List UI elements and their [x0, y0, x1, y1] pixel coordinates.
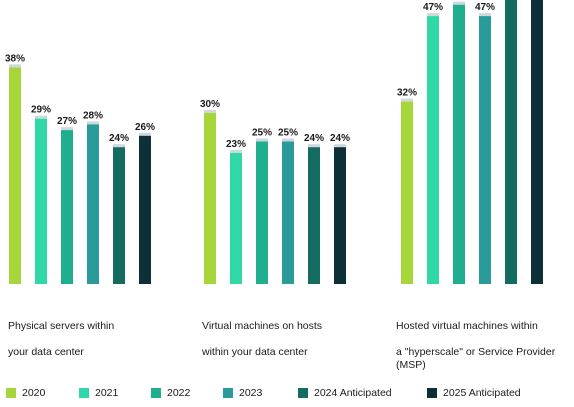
value-label: 24%: [304, 133, 324, 144]
legend-item-2025-anticipated: 2025 Anticipated: [427, 387, 521, 399]
legend-swatch: [6, 388, 16, 398]
legend-label: 2024 Anticipated: [314, 387, 392, 399]
legend-swatch: [298, 388, 308, 398]
category-label-line: Physical servers within: [8, 320, 115, 332]
legend-item-2020: 2020: [6, 387, 45, 399]
value-label: 25%: [252, 128, 272, 139]
bar-cap: [334, 144, 346, 148]
bar-cap: [256, 138, 268, 142]
bar-cap: [9, 64, 21, 68]
legend-label: 2023: [239, 387, 263, 399]
bar-cap: [87, 121, 99, 125]
legend-item-2022: 2022: [151, 387, 190, 399]
legend-swatch: [427, 388, 437, 398]
bar-cap: [61, 127, 73, 131]
bar-cap: [113, 144, 125, 148]
bar-cap: [479, 13, 491, 17]
bar-cap: [401, 98, 413, 102]
legend-item-2021: 2021: [79, 387, 118, 399]
bar: [479, 16, 491, 284]
value-label: 25%: [278, 128, 298, 139]
value-label: 49%: [449, 0, 469, 2]
value-label: 23%: [226, 139, 246, 150]
value-label: 32%: [397, 88, 417, 99]
bar-chart: 38% 30% 32% 29% 23% 47% 27% 25% 49% 28% 25% 47% 24% 2…: [5, 0, 543, 285]
bar-cap: [204, 110, 216, 113]
bar: [453, 4, 465, 284]
category-label-line: your data center: [8, 346, 84, 358]
category-label-physical-servers: Physical servers within your data center: [8, 307, 114, 372]
legend-swatch: [151, 388, 161, 398]
bar-cap: [35, 115, 47, 119]
category-label-line: within your data center: [202, 346, 308, 358]
bar-cap: [453, 1, 465, 5]
bar: [505, 0, 517, 284]
legend-label: 2021: [95, 387, 119, 399]
value-label: 29%: [31, 105, 51, 116]
legend-label: 2022: [167, 387, 191, 399]
value-label: 26%: [135, 122, 155, 133]
bar-cap: [427, 13, 439, 17]
value-label: 38%: [5, 53, 25, 64]
bar: [204, 113, 216, 284]
bar: [61, 130, 73, 284]
legend-label: 2025 Anticipated: [443, 387, 521, 399]
legend: 2020 2021 2022 2023 2024 Anticipated 202…: [6, 387, 574, 401]
bar: [401, 101, 413, 284]
bar: [35, 118, 47, 284]
bar: [334, 147, 346, 284]
category-label-virtual-machines-on-hosts: Virtual machines on hosts within your da…: [202, 307, 322, 372]
bar: [427, 16, 439, 284]
category-label-hosted-virtual-machines: Hosted virtual machines within a "hypers…: [396, 307, 574, 385]
value-label: 47%: [475, 2, 495, 13]
legend-swatch: [223, 388, 233, 398]
bar: [230, 152, 242, 284]
bar: [113, 147, 125, 284]
bar: [308, 147, 320, 284]
bar-cap: [230, 149, 242, 153]
value-label: 28%: [83, 110, 103, 121]
value-label: 47%: [423, 2, 443, 13]
value-label: 30%: [200, 99, 220, 110]
category-label-line: Virtual machines on hosts: [202, 320, 323, 332]
legend-swatch: [79, 388, 89, 398]
bar-cap: [308, 144, 320, 148]
value-label: 24%: [330, 133, 350, 144]
bar: [256, 141, 268, 284]
bar: [87, 124, 99, 285]
bar: [9, 67, 21, 285]
legend-item-2024-anticipated: 2024 Anticipated: [298, 387, 392, 399]
legend-item-2023: 2023: [223, 387, 262, 399]
legend-label: 2020: [22, 387, 46, 399]
bar-cap: [139, 132, 151, 136]
bar: [282, 141, 294, 284]
bar-cap: [282, 138, 294, 142]
category-label-line: a "hyperscale" or Service Provider (MSP): [396, 346, 556, 371]
value-label: 24%: [109, 133, 129, 144]
value-label: 27%: [57, 116, 77, 127]
bar: [139, 135, 151, 284]
bar: [531, 0, 543, 284]
category-label-line: Hosted virtual machines within: [396, 320, 538, 332]
